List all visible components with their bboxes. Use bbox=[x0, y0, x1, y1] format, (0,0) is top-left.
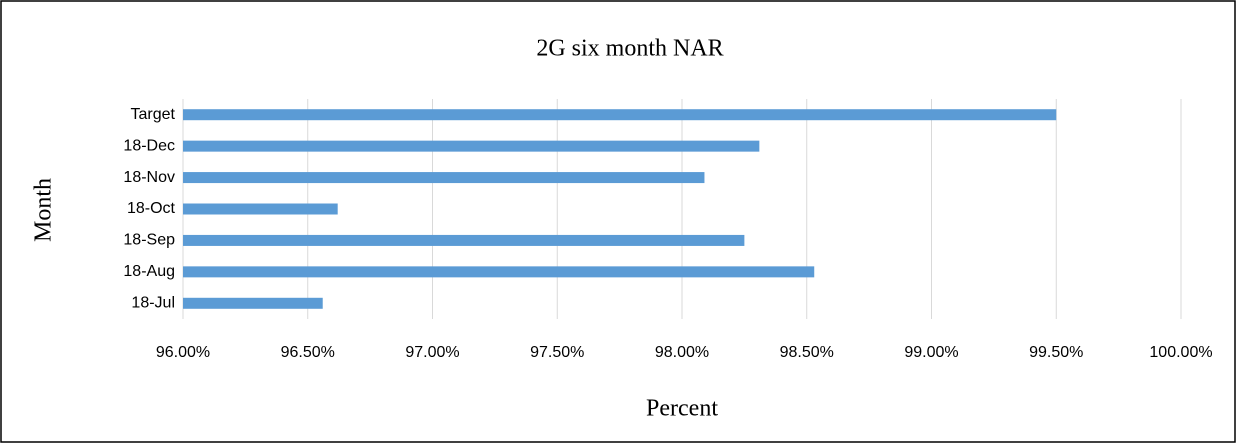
y-tick-label: 18-Nov bbox=[123, 169, 175, 186]
y-tick-label: 18-Sep bbox=[123, 232, 175, 249]
x-tick-label: 97.00% bbox=[405, 344, 459, 361]
y-tick-label: 18-Aug bbox=[123, 263, 175, 280]
y-tick-label: 18-Jul bbox=[131, 295, 175, 312]
bar bbox=[183, 266, 815, 278]
x-tick-label: 99.50% bbox=[1029, 344, 1083, 361]
y-axis-label: Month bbox=[31, 178, 57, 242]
bar bbox=[183, 140, 760, 152]
x-axis-label: Percent bbox=[646, 396, 718, 422]
x-tick-label: 97.50% bbox=[530, 344, 584, 361]
bar bbox=[183, 109, 1057, 121]
chart-title: 2G six month NAR bbox=[536, 36, 723, 62]
y-tick-label: Target bbox=[131, 106, 176, 123]
bar bbox=[183, 203, 338, 215]
y-tick-label: 18-Oct bbox=[127, 200, 176, 217]
bar bbox=[183, 234, 745, 246]
x-tick-label: 99.00% bbox=[904, 344, 958, 361]
x-tick-label: 98.50% bbox=[780, 344, 834, 361]
x-tick-label: 100.00% bbox=[1149, 344, 1212, 361]
x-tick-label: 98.00% bbox=[655, 344, 709, 361]
x-tick-label: 96.00% bbox=[156, 344, 210, 361]
x-tick-label: 96.50% bbox=[281, 344, 335, 361]
bar bbox=[183, 297, 323, 309]
bar bbox=[183, 172, 705, 184]
y-tick-label: 18-Dec bbox=[123, 137, 175, 154]
